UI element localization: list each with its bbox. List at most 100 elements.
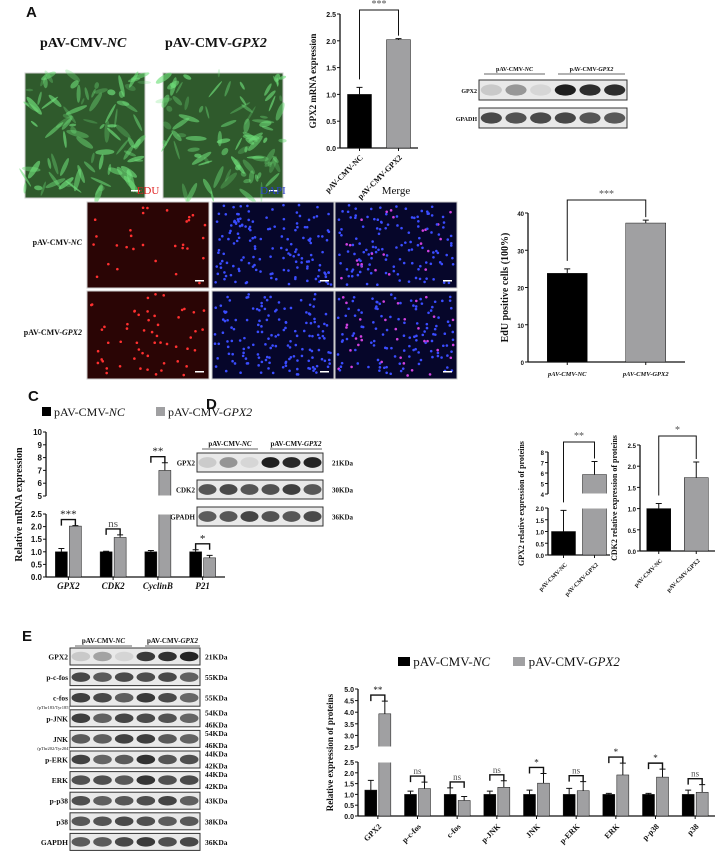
chart-b [525, 199, 685, 365]
blot-row-erk [69, 771, 201, 790]
chart-a [337, 9, 418, 151]
bar-cyclinb-nc [144, 551, 158, 578]
y-tick-label: 2.5 [31, 510, 43, 519]
significance-bracket [489, 774, 505, 781]
bar-p-c-fos-gpx2 [418, 788, 431, 817]
y-tick-label: 0.5 [31, 560, 43, 569]
kda-label: 54KDa [205, 729, 228, 738]
significance-label: * [675, 425, 680, 436]
kda-label: 30KDa [332, 487, 354, 495]
blot-row-gpx2 [69, 647, 201, 666]
error-bar [58, 548, 65, 552]
x-tick-label: pAV-CMV-GPX2 [622, 371, 670, 378]
kda-label: 36KDa [332, 514, 354, 522]
bar-p21-gpx2 [203, 557, 216, 578]
blot-label: GPX2 [48, 653, 68, 662]
significance-bracket [568, 774, 584, 782]
error-bar [655, 503, 662, 509]
y-tick-label: 1.0 [326, 92, 336, 99]
axis-break-gap [157, 495, 172, 515]
micrograph-dapi-nc [211, 201, 335, 289]
y-tick-label: 1.0 [628, 508, 637, 514]
y-axis-label: Relative mRNA expression [14, 447, 25, 562]
y-tick-label: 2.0 [344, 771, 354, 778]
micrograph-gpx2 [155, 69, 287, 205]
axis-break-gap [377, 746, 392, 763]
significance-bracket [647, 762, 664, 770]
y-tick-label: 1.5 [344, 782, 354, 789]
kda-label: 42KDa [205, 762, 228, 771]
blot-row-p-c-fos [69, 668, 201, 687]
x-tick-label: pAV-CMV-NC [538, 562, 569, 593]
bar-p-erk-gpx2 [576, 790, 590, 817]
significance-bracket [105, 528, 121, 535]
panel-label-e: E [22, 628, 33, 645]
x-tick-label: p38 [685, 822, 700, 837]
bar-p-p38-nc [642, 794, 655, 817]
micrograph-merge-nc [334, 201, 458, 289]
kda-label: 43KDa [205, 797, 228, 806]
y-tick-label: 4 [541, 493, 545, 499]
y-tick-label: 0.5 [344, 803, 354, 810]
lane-group-gpx2: pAV-CMV-GPX2 [570, 67, 614, 73]
blot-row-p-jnk [69, 709, 201, 728]
y-tick-label: 0.0 [536, 554, 545, 560]
channel-label-edu: EDU [137, 185, 160, 197]
bar-gpx2-nc [364, 789, 378, 817]
significance-bracket [409, 775, 426, 783]
error-bar [461, 796, 468, 801]
legend-swatch-gpx2 [155, 407, 165, 416]
y-tick-label: 2.0 [326, 39, 336, 46]
bar-c-fos-gpx2 [457, 800, 471, 817]
kda-label: 46KDa [205, 741, 228, 750]
bar-p38-gpx2 [695, 791, 709, 817]
significance-label: ** [152, 446, 163, 458]
y-tick-label: 7 [38, 466, 43, 475]
y-tick-label: 0.5 [326, 119, 336, 126]
micrograph-dapi-gpx2 [211, 290, 335, 380]
micrograph-merge-gpx2 [334, 290, 458, 380]
y-tick-label: 7 [541, 462, 545, 468]
lane-group-nc: pAV-CMV-NC [82, 637, 126, 645]
y-tick-label: 9 [38, 441, 43, 450]
significance-bracket [449, 781, 465, 788]
bar-p21-nc [189, 551, 202, 578]
error-bar [192, 549, 199, 552]
significance-label: * [200, 533, 206, 545]
row-label-nc: pAV-CMV-NC [33, 238, 83, 247]
bar-pav-cmv-gpx2-gpx2 [386, 39, 411, 149]
y-tick-label: 4.5 [344, 699, 354, 706]
y-axis-label: GPX2 relative expression of proteins [517, 441, 526, 566]
significance-label: ns [572, 766, 581, 776]
bar-pav-cmv-gpx2-gpx2 [625, 222, 666, 363]
significance-bracket [370, 694, 386, 702]
lane-group-nc: pAV-CMV-NC [208, 440, 252, 448]
blot-label: p-ERK [45, 756, 68, 765]
error-bar [421, 781, 428, 789]
x-tick-label: GPX2 [57, 581, 80, 591]
micrograph-edu-gpx2 [86, 290, 210, 380]
x-tick-label: CyclinB [143, 581, 173, 591]
lane-group-nc: pAV-CMV-NC [496, 67, 534, 73]
blot-label: JNK [53, 735, 68, 744]
y-axis-label: EdU positive cells (100%) [500, 233, 511, 343]
bar-erk-nc [602, 794, 616, 817]
blot-label: ERK [52, 776, 68, 785]
bar-p-p38-gpx2 [656, 776, 669, 817]
significance-bracket [566, 199, 647, 261]
kda-label: 42KDa [205, 782, 228, 791]
bar-pav-cmv-nc-nc [547, 273, 588, 363]
y-tick-label: 2.5 [344, 745, 354, 752]
panel-label-c: C [28, 388, 39, 405]
error-bar [147, 550, 154, 552]
channel-label-merge: Merge [382, 185, 411, 197]
row-label-gpx2: pAV-CMV-GPX2 [24, 328, 82, 337]
significance-bracket [60, 518, 77, 526]
significance-bracket [563, 441, 595, 503]
chart-e [355, 688, 715, 819]
title-nc: pAV-CMV-NC [40, 36, 127, 51]
y-tick-label: 2.0 [31, 523, 43, 532]
y-tick-label: 1.0 [31, 548, 43, 557]
y-tick-label: 2.5 [628, 444, 637, 450]
